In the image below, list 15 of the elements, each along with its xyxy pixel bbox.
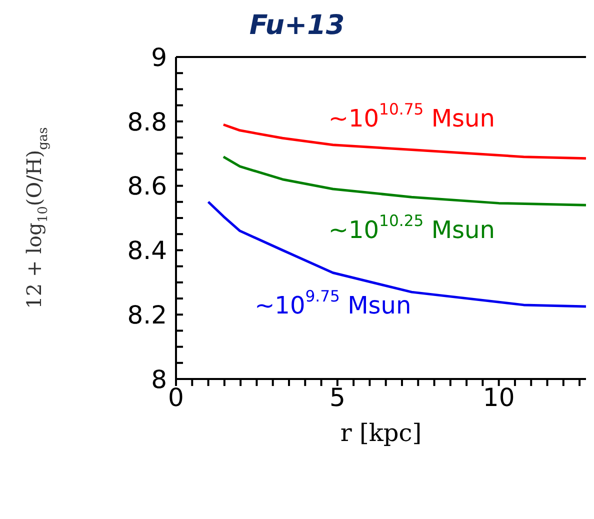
y-tick-label: 9: [151, 42, 167, 72]
y-tick-label: 8.4: [127, 236, 167, 266]
series-label: ~10$^{10.25}$ Msun: [328, 212, 495, 244]
x-tick-label: 5: [329, 382, 346, 412]
series-label: ~10$^{10.75}$ Msun: [328, 101, 495, 132]
x-tick-label: 10: [482, 382, 515, 412]
y-tick-label: 8.2: [127, 300, 167, 330]
x-axis-title: r [kpc]: [340, 419, 422, 447]
y-tick-label: 8.8: [127, 107, 167, 136]
line-series: [222, 156, 586, 206]
y-tick-label: 8.6: [127, 172, 167, 201]
chart-title: Fu+13: [248, 9, 346, 43]
x-tick-label: 0: [168, 382, 184, 412]
y-tick-label: 8: [151, 364, 167, 394]
series-label: ~10$^{9.75}$ Msun: [254, 288, 412, 320]
